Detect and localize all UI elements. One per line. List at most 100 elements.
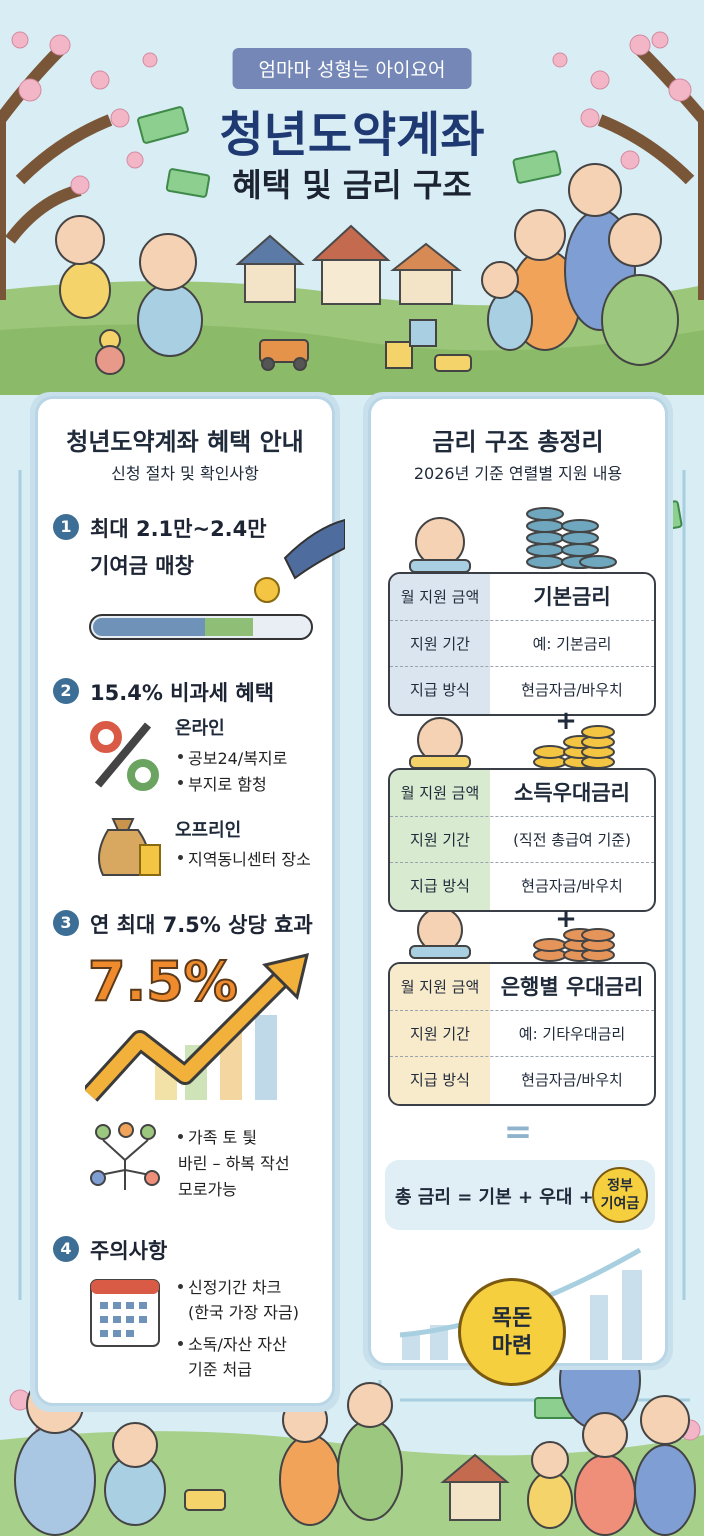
row-label: 지급 방식 xyxy=(410,1071,470,1089)
card-row: 지원 기간 예: 기타우대금리 xyxy=(390,1010,654,1057)
houses xyxy=(235,224,510,1521)
decoration xyxy=(409,755,471,769)
decoration xyxy=(526,531,564,545)
decoration xyxy=(144,1170,160,1186)
decoration xyxy=(321,257,381,305)
row-label: 지원 기간 xyxy=(410,1025,470,1043)
decoration xyxy=(111,818,135,831)
decoration xyxy=(622,1270,642,1360)
decoration xyxy=(262,952,310,1000)
left-panel-subtitle: 신청 절차 및 확인사항 xyxy=(111,464,259,483)
decoration xyxy=(640,1395,690,1445)
card-row: 지원 기간 예: 기본금리 xyxy=(390,620,654,667)
step-heading: 최대 2.1만~2.4만 xyxy=(90,517,267,541)
row-label: 지급 방식 xyxy=(410,877,470,895)
decoration xyxy=(526,507,617,569)
decoration xyxy=(100,1302,147,1337)
right-panel-subtitle: 2026년 기준 연렬별 지원 내용 xyxy=(413,464,623,483)
bullet xyxy=(178,1284,183,1289)
blossom-trees xyxy=(0,31,704,1469)
badge-line: 정부 xyxy=(607,1178,633,1194)
decoration xyxy=(514,209,566,261)
decoration xyxy=(118,1122,134,1138)
decoration xyxy=(385,341,413,369)
decoration xyxy=(526,543,564,557)
decoration xyxy=(59,261,111,319)
row-label: 지원 기간 xyxy=(410,635,470,653)
decoration xyxy=(283,518,345,580)
bullet xyxy=(178,1341,183,1346)
right-panel-title: 금리 구조 총정리 xyxy=(432,428,604,456)
decoration xyxy=(139,844,161,876)
decoration xyxy=(629,34,651,56)
card-row: 지급 방식 현금자금/바우치 xyxy=(390,862,654,909)
decoration xyxy=(255,1015,277,1100)
decoration xyxy=(261,357,275,371)
card-detail: (직전 총급여 기준) xyxy=(513,831,631,849)
decoration xyxy=(533,745,567,759)
decoration xyxy=(95,345,125,375)
decoration xyxy=(184,1489,226,1511)
decoration xyxy=(126,1316,134,1323)
step-heading: 주의사항 xyxy=(90,1239,168,1263)
decoration xyxy=(90,1170,106,1186)
decoration xyxy=(55,215,105,265)
header-title: 청년도약계좌 xyxy=(219,107,485,163)
decoration xyxy=(531,1441,569,1479)
people xyxy=(14,163,696,1536)
decoration xyxy=(137,283,203,357)
decoration xyxy=(99,1139,151,1190)
rate-card: 월 지원 금액 소득우대금리 지원 기간 (직전 총급여 기준) 지급 방식 현금자금… xyxy=(388,768,656,912)
decoration xyxy=(620,150,640,170)
step-number: 1 xyxy=(53,514,79,540)
decoration xyxy=(561,519,599,533)
decoration xyxy=(126,1330,134,1337)
decoration xyxy=(113,1302,121,1309)
decoration xyxy=(337,1419,403,1521)
left-panel xyxy=(35,396,335,1406)
step-number: 2 xyxy=(53,678,79,704)
decoration xyxy=(580,108,600,128)
group-label: 온라인 xyxy=(175,718,225,739)
decoration xyxy=(140,1124,156,1140)
decoration xyxy=(139,1302,147,1309)
decoration xyxy=(11,31,29,49)
tax-icons xyxy=(90,721,161,876)
step-item: 기준 처급 xyxy=(188,1360,252,1379)
plus-sign: + xyxy=(555,706,577,736)
decoration xyxy=(390,242,462,271)
group-label: 오프리인 xyxy=(175,820,242,841)
decoration xyxy=(434,354,472,372)
decoration xyxy=(142,52,158,68)
header-subtitle: 혜택 및 금리 구조 xyxy=(232,166,472,204)
card-name: 기본금리 xyxy=(533,585,611,609)
decoration xyxy=(533,938,567,952)
header-badge: 엄마마 성형는 아이요어 xyxy=(232,48,472,89)
decoration xyxy=(651,31,669,49)
row-label: 월 지원 금액 xyxy=(400,784,480,802)
decoration xyxy=(127,759,159,791)
card-detail: 예: 기타우대금리 xyxy=(518,1025,626,1043)
decoration xyxy=(70,175,90,195)
decoration xyxy=(244,261,296,303)
decoration xyxy=(49,34,71,56)
decoration xyxy=(113,1316,121,1323)
decoration xyxy=(9,31,701,1469)
decoration xyxy=(552,52,568,68)
card-name: 은행별 우대금리 xyxy=(500,975,644,999)
left-panel-title: 청년도약계좌 혜택 안내 xyxy=(66,428,304,456)
formula-badge: 정부 기여금 xyxy=(592,1167,648,1223)
group-item: 지역동니센터 장소 xyxy=(188,850,311,869)
card-label-column xyxy=(390,574,490,714)
decoration xyxy=(409,319,437,347)
row-label: 월 지원 금액 xyxy=(400,978,480,996)
decoration xyxy=(526,555,564,569)
card-decorations xyxy=(409,507,617,962)
decoration xyxy=(449,1479,501,1521)
decoration xyxy=(533,725,615,769)
step-number: 3 xyxy=(53,910,79,936)
step-item: (한국 가장 자금) xyxy=(188,1303,299,1322)
decoration xyxy=(561,543,599,557)
decoration xyxy=(487,289,533,351)
